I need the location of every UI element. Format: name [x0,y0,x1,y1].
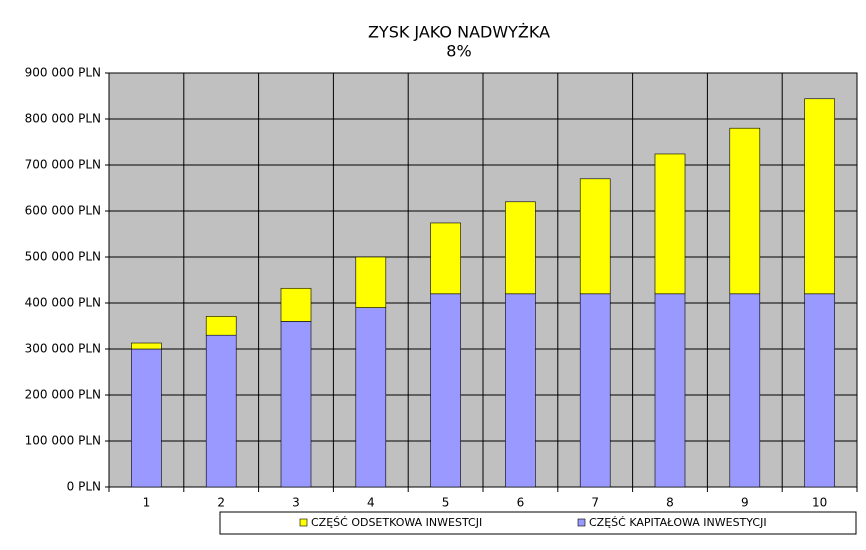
x-tick-label: 10 [812,496,827,510]
y-tick-label: 0 PLN [67,480,101,494]
x-tick-label: 7 [591,496,599,510]
bar-segment [654,153,686,295]
legend-swatch [299,518,308,527]
x-tick-label: 3 [292,496,300,510]
chart-subtitle: 8% [446,42,471,61]
bar-segment [505,293,536,488]
bar-segment [804,293,835,488]
bar-segment [430,222,461,295]
bar-segment [131,348,162,488]
bar-segment [280,287,312,322]
y-tick-label: 500 000 PLN [25,250,101,264]
bar-segment [505,201,536,295]
y-tick-label: 300 000 PLN [25,342,101,356]
y-tick-label: 700 000 PLN [25,158,101,172]
y-tick-label: 900 000 PLN [25,66,101,80]
bar-segment [654,293,686,488]
x-tick-label: 5 [442,496,450,510]
x-tick-label: 8 [666,496,674,510]
x-tick-label: 2 [217,496,225,510]
legend-label: CZĘŚĆ ODSETKOWA INWESTCJI [311,516,482,529]
bar-segment [579,178,611,295]
bar-segment [205,334,237,488]
legend-label: CZĘŚĆ KAPITAŁOWA INWESTYCJI [589,516,767,529]
x-tick-label: 4 [367,496,375,510]
y-tick-label: 200 000 PLN [25,388,101,402]
bar-segment [205,316,237,336]
bar-segment [131,342,162,350]
bar-segment [804,98,835,295]
bar-segment [430,293,461,488]
y-tick-label: 100 000 PLN [25,434,101,448]
bar-segment [355,307,387,488]
legend-swatch [577,518,586,527]
legend-box [219,511,857,535]
bar-segment [355,256,387,308]
x-tick-label: 6 [517,496,525,510]
bar-segment [579,293,611,488]
y-tick-label: 600 000 PLN [25,204,101,218]
y-tick-label: 400 000 PLN [25,296,101,310]
bar-segment [729,127,761,295]
x-tick-label: 9 [741,496,749,510]
bar-segment [280,321,312,488]
x-tick-label: 1 [143,496,151,510]
y-tick-label: 800 000 PLN [25,112,101,126]
chart-title: ZYSK JAKO NADWYŻKA [368,23,550,42]
bar-segment [729,293,761,488]
